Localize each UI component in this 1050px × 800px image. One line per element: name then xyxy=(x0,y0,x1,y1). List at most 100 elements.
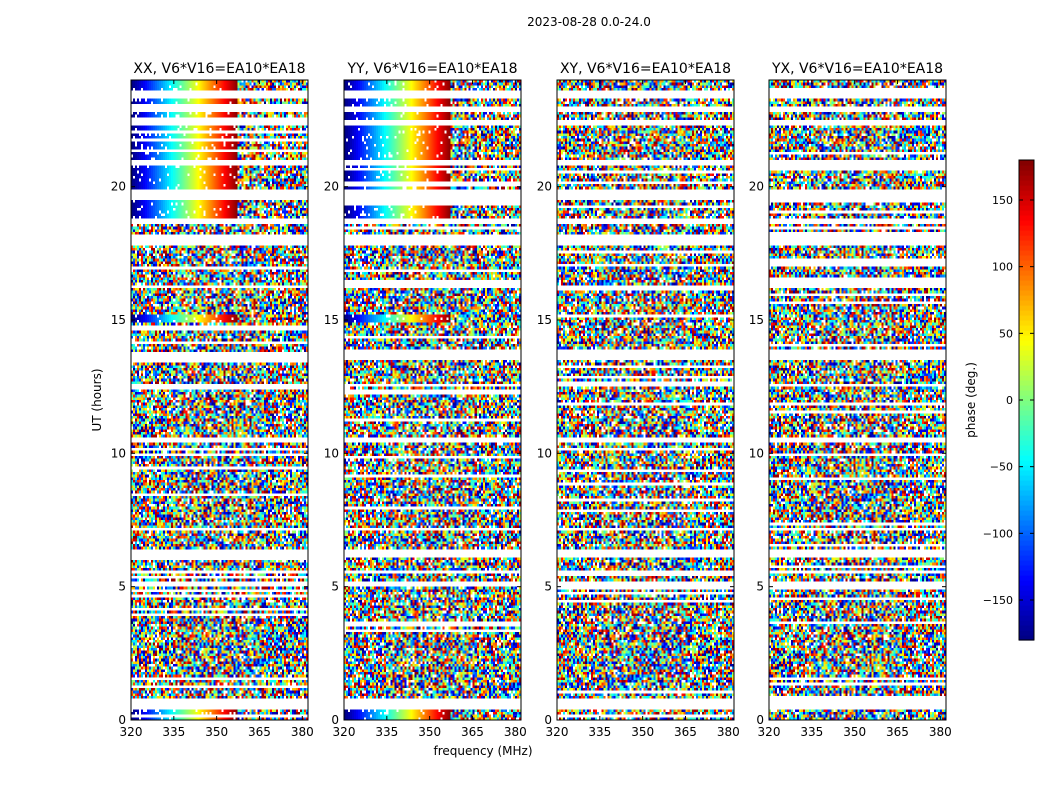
y-tick-label: 10 xyxy=(111,446,126,460)
colorbar-segment xyxy=(1019,355,1034,361)
x-tick-label: 365 xyxy=(674,725,697,739)
colorbar-segment xyxy=(1019,445,1034,451)
colorbar-segment xyxy=(1019,615,1034,621)
colorbar-segment xyxy=(1019,415,1034,421)
colorbar-segment xyxy=(1019,325,1034,331)
colorbar-segment xyxy=(1019,590,1034,596)
heatmap-image xyxy=(344,80,521,720)
colorbar-segment xyxy=(1019,385,1034,391)
panel-title: YX, V6*V16=EA10*EA18 xyxy=(771,61,943,77)
colorbar-segment xyxy=(1019,545,1034,551)
colorbar-segment xyxy=(1019,190,1034,196)
x-tick-label: 320 xyxy=(546,725,569,739)
x-tick-label: 350 xyxy=(418,725,441,739)
colorbar-segment xyxy=(1019,210,1034,216)
colorbar-segment xyxy=(1019,170,1034,176)
colorbar-segment xyxy=(1019,315,1034,321)
colorbar-segment xyxy=(1019,430,1034,436)
y-tick-label: 0 xyxy=(756,713,764,727)
colorbar-segment xyxy=(1019,200,1034,206)
y-tick-label: 15 xyxy=(324,313,339,327)
panel-frame xyxy=(768,79,947,721)
colorbar-segment xyxy=(1019,605,1034,611)
colorbar-segment xyxy=(1019,320,1034,326)
colorbar-segment xyxy=(1019,525,1034,531)
colorbar-segment xyxy=(1019,300,1034,306)
colorbar-segment xyxy=(1019,560,1034,566)
colorbar-segment xyxy=(1019,550,1034,556)
colorbar-label: phase (deg.) xyxy=(964,362,978,438)
colorbar-segment xyxy=(1019,465,1034,471)
colorbar-segment xyxy=(1019,175,1034,181)
y-tick-label: 0 xyxy=(331,713,339,727)
y-tick-label: 10 xyxy=(749,446,764,460)
panel-frame xyxy=(556,79,735,721)
panel-title: XY, V6*V16=EA10*EA18 xyxy=(560,61,731,77)
colorbar-segment xyxy=(1019,225,1034,231)
colorbar-segment xyxy=(1019,285,1034,291)
panel-frame xyxy=(130,79,309,721)
y-tick-label: 15 xyxy=(111,313,126,327)
colorbar-segment xyxy=(1019,530,1034,536)
colorbar-tick-label: 0 xyxy=(1006,394,1013,407)
colorbar-segment xyxy=(1019,305,1034,311)
colorbar: −150 −100 −50 0 50 100 150 xyxy=(983,159,1035,641)
y-tick-label: 15 xyxy=(537,313,552,327)
colorbar-segment xyxy=(1019,635,1034,641)
colorbar-segment xyxy=(1019,495,1034,501)
colorbar-segment xyxy=(1019,630,1034,636)
colorbar-segment xyxy=(1019,180,1034,186)
x-tick-label: 380 xyxy=(717,725,740,739)
x-tick-label: 365 xyxy=(461,725,484,739)
x-tick-label: 350 xyxy=(843,725,866,739)
x-tick-label: 350 xyxy=(205,725,228,739)
colorbar-segment xyxy=(1019,405,1034,411)
colorbar-segment xyxy=(1019,400,1034,406)
colorbar-segment xyxy=(1019,625,1034,631)
y-tick-label: 5 xyxy=(331,580,339,594)
y-tick-label: 20 xyxy=(324,180,339,194)
colorbar-segment xyxy=(1019,165,1034,171)
colorbar-segment xyxy=(1019,255,1034,261)
colorbar-segment xyxy=(1019,340,1034,346)
colorbar-segment xyxy=(1019,235,1034,241)
x-tick-label: 320 xyxy=(120,725,143,739)
colorbar-segment xyxy=(1019,205,1034,211)
colorbar-segment xyxy=(1019,510,1034,516)
colorbar-segment xyxy=(1019,620,1034,626)
panel-xx: XX, V6*V16=EA10*EA18 320 335 350 365 380 0 5 10 1… xyxy=(111,61,314,739)
x-tick-label: 380 xyxy=(504,725,527,739)
y-tick-label: 20 xyxy=(537,180,552,194)
panel-yy: YY, V6*V16=EA10*EA18 320 335 350 365 380 0 5 10 1… xyxy=(324,61,527,739)
colorbar-segment xyxy=(1019,475,1034,481)
colorbar-tick-label: −150 xyxy=(983,594,1013,607)
colorbar-segment xyxy=(1019,575,1034,581)
colorbar-segment xyxy=(1019,390,1034,396)
colorbar-segment xyxy=(1019,450,1034,456)
colorbar-segment xyxy=(1019,220,1034,226)
colorbar-segment xyxy=(1019,565,1034,571)
colorbar-segment xyxy=(1019,185,1034,191)
colorbar-segment xyxy=(1019,555,1034,561)
x-tick-label: 350 xyxy=(631,725,654,739)
y-tick-label: 5 xyxy=(544,580,552,594)
x-tick-label: 335 xyxy=(162,725,185,739)
colorbar-segment xyxy=(1019,610,1034,616)
colorbar-segment xyxy=(1019,270,1034,276)
colorbar-segment xyxy=(1019,460,1034,466)
colorbar-segment xyxy=(1019,360,1034,366)
panels: XX, V6*V16=EA10*EA18 320 335 350 365 380 0 5 10 1… xyxy=(111,61,952,739)
colorbar-segment xyxy=(1019,375,1034,381)
colorbar-segment xyxy=(1019,335,1034,341)
colorbar-segment xyxy=(1019,245,1034,251)
y-tick-label: 0 xyxy=(544,713,552,727)
colorbar-segment xyxy=(1019,290,1034,296)
colorbar-segment xyxy=(1019,470,1034,476)
heatmap-image xyxy=(769,80,946,720)
panel-title: XX, V6*V16=EA10*EA18 xyxy=(133,61,305,77)
x-tick-label: 380 xyxy=(929,725,952,739)
colorbar-segment xyxy=(1019,345,1034,351)
x-tick-label: 335 xyxy=(800,725,823,739)
y-tick-label: 5 xyxy=(118,580,126,594)
colorbar-segment xyxy=(1019,330,1034,336)
